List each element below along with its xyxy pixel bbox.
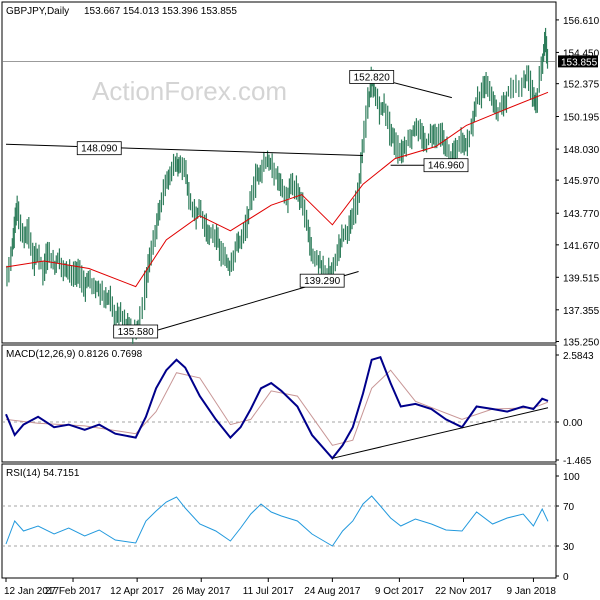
- price-annotation-box: [423, 158, 469, 173]
- price-y-tick-label: 154.450: [563, 48, 600, 59]
- rsi-y-tick-label: 100: [563, 472, 580, 483]
- price-panel: GBPJPY,Daily 153.667 154.013 153.396 153…: [1, 1, 600, 349]
- macd-trendline: [332, 407, 549, 459]
- macd-y-tick-label: -1.465: [563, 456, 592, 467]
- rsi-panel-frame: [1, 463, 557, 579]
- price-y-tick-label: 152.375: [563, 80, 600, 91]
- macd-panel: MACD(12,26,9) 0.8126 0.7698 2.5843 0.00 -1…: [1, 344, 594, 467]
- price-annotation-box: [76, 141, 122, 156]
- x-tick-label: 22 Nov 2017: [435, 586, 492, 597]
- x-tick-label: 26 May 2017: [172, 586, 230, 597]
- macd-lines: [5, 355, 549, 460]
- macd-line: [5, 355, 549, 460]
- moving-average-line: [5, 91, 549, 288]
- macd-panel-frame: [1, 344, 557, 463]
- price-annotation-box: [349, 70, 395, 84]
- rsi-line: [5, 495, 549, 547]
- price-annotation-box: [299, 273, 345, 288]
- price-ohlc-values: 153.667 154.013 153.396 153.855: [84, 6, 237, 17]
- watermark-logo: ActionForex.com: [92, 76, 287, 106]
- macd-panel-title: MACD(12,26,9) 0.8126 0.7698: [6, 349, 143, 360]
- price-y-tick-label: 141.670: [563, 241, 600, 252]
- rsi-y-axis: 100 70 30 0: [556, 472, 580, 583]
- price-y-tick-label: 150.195: [563, 112, 600, 123]
- x-tick-label: 12 Apr 2017: [110, 586, 164, 597]
- price-y-tick-label: 143.770: [563, 209, 600, 220]
- price-y-tick-label: 137.355: [563, 306, 600, 317]
- macd-y-tick-label: 2.5843: [563, 351, 594, 362]
- rsi-panel: RSI(14) 54.7151 100 70 30 0: [1, 463, 580, 583]
- price-y-axis: 156.610 154.450 152.375 150.195 148.030 145.9…: [556, 16, 600, 349]
- current-price-badge: [558, 55, 598, 68]
- x-tick-label: 24 Aug 2017: [304, 586, 361, 597]
- price-y-tick-label: 139.515: [563, 273, 600, 284]
- price-y-tick-label: 135.250: [563, 338, 600, 349]
- x-tick-label: 12 Jan 2017: [4, 586, 59, 597]
- price-annotation-box: [113, 324, 159, 339]
- rsi-line: [5, 495, 549, 547]
- rsi-y-tick-label: 30: [563, 542, 575, 553]
- rsi-y-tick-label: 0: [563, 572, 569, 583]
- rsi-y-tick-label: 70: [563, 502, 575, 513]
- x-tick-label: 9 Jan 2018: [507, 586, 557, 597]
- price-trendline: [5, 143, 363, 157]
- price-y-tick-label: 148.030: [563, 145, 600, 156]
- price-annotation-label: 146.960: [428, 161, 465, 172]
- price-annotation-label: 135.580: [118, 327, 155, 338]
- macd-trendline: [332, 407, 549, 459]
- price-y-tick-label: 145.970: [563, 176, 600, 187]
- price-annotation-label: 148.090: [81, 144, 118, 155]
- x-tick-label: 27 Feb 2017: [45, 586, 102, 597]
- rsi-levels: [2, 505, 556, 547]
- rsi-panel-title: RSI(14) 54.7151: [6, 468, 80, 479]
- moving-average: [5, 91, 549, 288]
- x-tick-label: 11 Jul 2017: [243, 586, 294, 597]
- price-panel-title: GBPJPY,Daily: [6, 6, 69, 17]
- x-tick-label: 9 Oct 2017: [375, 586, 424, 597]
- macd-y-tick-label: 0.00: [563, 418, 583, 429]
- price-annotation-label: 152.820: [354, 72, 391, 83]
- macd-y-axis: 2.5843 0.00 -1.465: [556, 351, 594, 467]
- price-annotation-label: 139.290: [304, 276, 341, 287]
- current-price-label: 153.855: [561, 57, 598, 68]
- price-y-tick-label: 156.610: [563, 16, 600, 27]
- price-bars: [6, 27, 549, 344]
- price-annotations: 135.580 148.090 152.820 139.290 146.960: [76, 70, 469, 339]
